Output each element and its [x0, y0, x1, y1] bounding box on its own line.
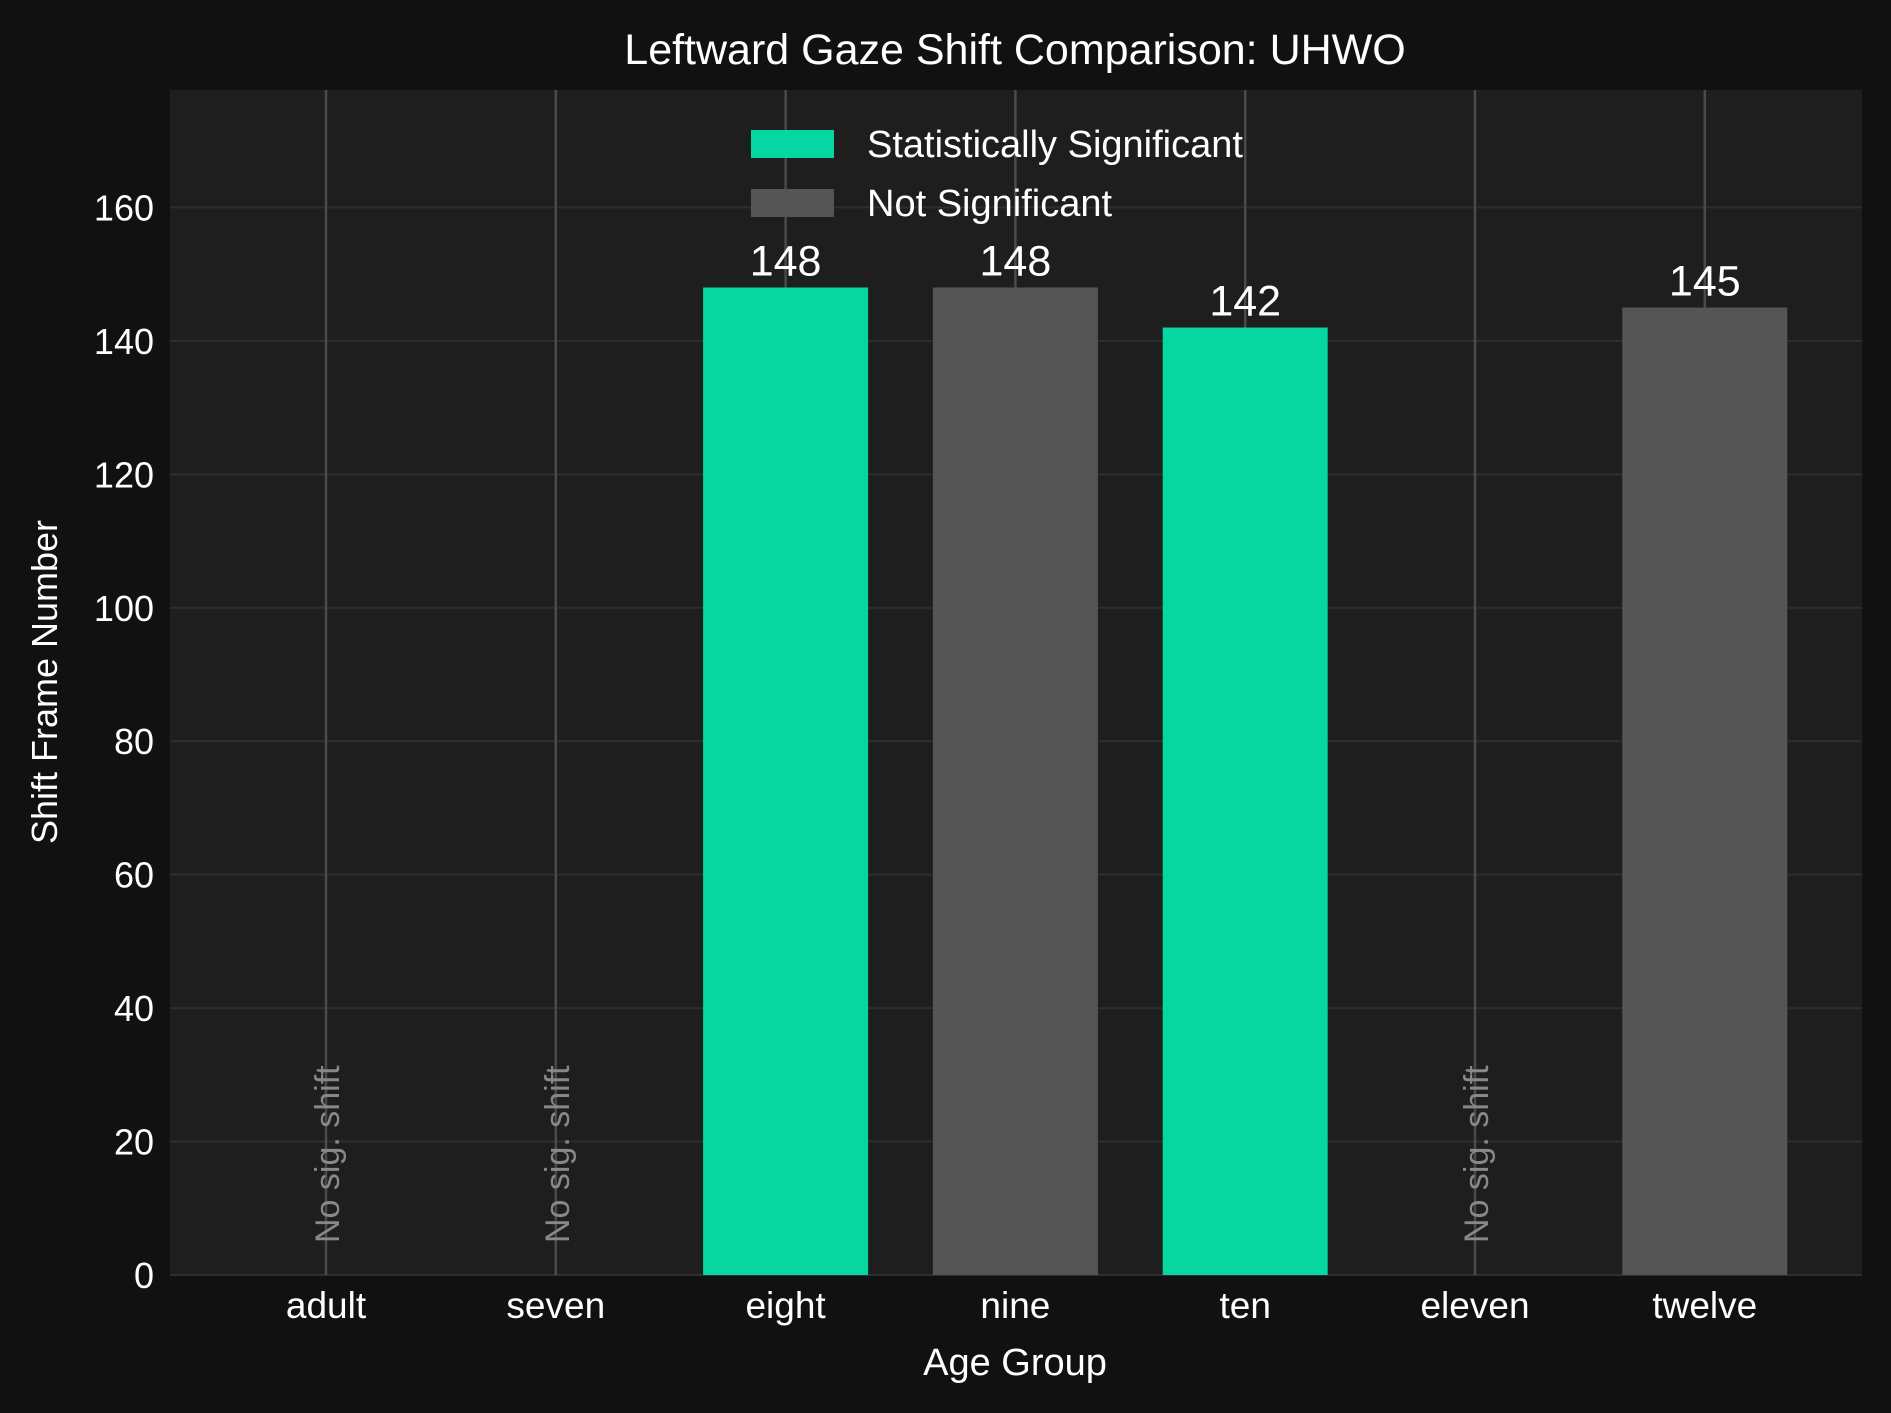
- legend-swatch-not-significant: [751, 189, 834, 217]
- x-tick-label: twelve: [1652, 1285, 1757, 1326]
- x-axis-label: Age Group: [923, 1342, 1107, 1384]
- no-shift-label: No sig. shift: [539, 1065, 577, 1243]
- legend: Statistically Significant Not Significan…: [751, 124, 1243, 225]
- x-tick-label: adult: [286, 1285, 367, 1326]
- legend-label-not-significant: Not Significant: [867, 183, 1112, 225]
- bars: [703, 287, 1788, 1275]
- y-tick-label: 140: [94, 321, 154, 362]
- y-tick-label: 160: [94, 187, 154, 228]
- data-label: 145: [1669, 258, 1741, 306]
- y-tick-label: 20: [114, 1122, 154, 1163]
- data-label: 142: [1209, 278, 1281, 326]
- y-tick-label: 60: [114, 855, 154, 896]
- x-axis: adult seven eight nine ten eleven twelve: [286, 1285, 1757, 1326]
- y-tick-label: 100: [94, 588, 154, 629]
- x-tick-label: eight: [745, 1285, 826, 1326]
- no-shift-label: No sig. shift: [309, 1065, 347, 1243]
- bar: [1622, 307, 1788, 1275]
- x-tick-label: nine: [980, 1285, 1050, 1326]
- y-axis-label: Shift Frame Number: [24, 520, 65, 844]
- data-label: 148: [980, 238, 1052, 286]
- data-label: 148: [750, 238, 822, 286]
- legend-swatch-significant: [751, 130, 834, 158]
- y-tick-label: 80: [114, 721, 154, 762]
- bar: [703, 287, 869, 1275]
- y-tick-label: 0: [134, 1255, 154, 1296]
- y-tick-label: 40: [114, 988, 154, 1029]
- y-tick-label: 120: [94, 454, 154, 495]
- y-axis: 0 20 40 60 80 100 120 140 160: [94, 187, 154, 1296]
- bar: [932, 287, 1098, 1275]
- bar: [1162, 327, 1328, 1275]
- x-tick-label: seven: [506, 1285, 605, 1326]
- chart-title: Leftward Gaze Shift Comparison: UHWO: [624, 26, 1405, 74]
- no-shift-label: No sig. shift: [1458, 1065, 1496, 1243]
- x-tick-label: ten: [1219, 1285, 1270, 1326]
- x-tick-label: eleven: [1420, 1285, 1529, 1326]
- value-labels: No sig. shift No sig. shift 148 148 142 No si…: [309, 238, 1741, 1244]
- legend-label-significant: Statistically Significant: [867, 124, 1243, 166]
